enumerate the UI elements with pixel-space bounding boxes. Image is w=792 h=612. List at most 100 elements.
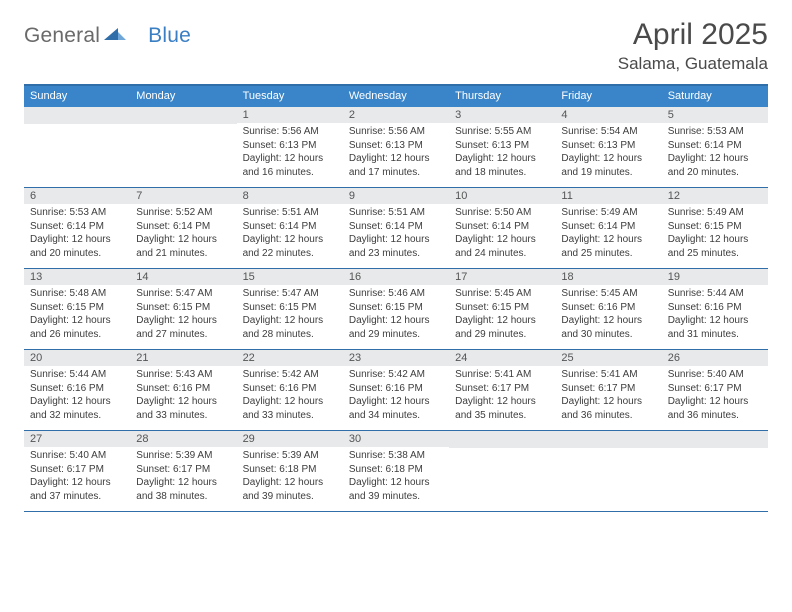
day-number: 19 [662, 269, 768, 285]
weekday-header: Sunday [24, 86, 130, 107]
sunset-text: Sunset: 6:14 PM [30, 220, 124, 234]
sunrise-text: Sunrise: 5:46 AM [349, 287, 443, 301]
daylight-text: Daylight: 12 hours and 25 minutes. [561, 233, 655, 260]
title-block: April 2025 Salama, Guatemala [618, 18, 768, 74]
weekday-header-row: Sunday Monday Tuesday Wednesday Thursday… [24, 86, 768, 107]
day-cell: 22Sunrise: 5:42 AMSunset: 6:16 PMDayligh… [237, 350, 343, 430]
daylight-text: Daylight: 12 hours and 26 minutes. [30, 314, 124, 341]
day-details: Sunrise: 5:45 AMSunset: 6:16 PMDaylight:… [555, 285, 661, 345]
sunset-text: Sunset: 6:17 PM [455, 382, 549, 396]
sunrise-text: Sunrise: 5:50 AM [455, 206, 549, 220]
weeks-container: 1Sunrise: 5:56 AMSunset: 6:13 PMDaylight… [24, 107, 768, 512]
week-row: 6Sunrise: 5:53 AMSunset: 6:14 PMDaylight… [24, 188, 768, 269]
sunrise-text: Sunrise: 5:45 AM [455, 287, 549, 301]
day-number: 2 [343, 107, 449, 123]
day-number: 1 [237, 107, 343, 123]
daylight-text: Daylight: 12 hours and 35 minutes. [455, 395, 549, 422]
day-number [555, 431, 661, 448]
day-details: Sunrise: 5:51 AMSunset: 6:14 PMDaylight:… [237, 204, 343, 264]
sunrise-text: Sunrise: 5:39 AM [243, 449, 337, 463]
day-number: 29 [237, 431, 343, 447]
sunrise-text: Sunrise: 5:43 AM [136, 368, 230, 382]
daylight-text: Daylight: 12 hours and 21 minutes. [136, 233, 230, 260]
day-number: 15 [237, 269, 343, 285]
day-details: Sunrise: 5:40 AMSunset: 6:17 PMDaylight:… [662, 366, 768, 426]
day-cell: 29 Sunrise: 5:39 AMSunset: 6:18 PMDayligh… [237, 431, 343, 511]
day-number: 16 [343, 269, 449, 285]
day-cell: 12Sunrise: 5:49 AMSunset: 6:15 PMDayligh… [662, 188, 768, 268]
day-number: 12 [662, 188, 768, 204]
day-number: 27 [24, 431, 130, 447]
daylight-text: Daylight: 12 hours and 39 minutes. [243, 476, 337, 503]
sunrise-text: Sunrise: 5:47 AM [243, 287, 337, 301]
daylight-text: Daylight: 12 hours and 24 minutes. [455, 233, 549, 260]
day-cell [555, 431, 661, 511]
day-cell: 27Sunrise: 5:40 AMSunset: 6:17 PMDayligh… [24, 431, 130, 511]
day-number: 3 [449, 107, 555, 123]
location: Salama, Guatemala [618, 54, 768, 74]
sunset-text: Sunset: 6:17 PM [668, 382, 762, 396]
sunset-text: Sunset: 6:15 PM [455, 301, 549, 315]
sunset-text: Sunset: 6:17 PM [561, 382, 655, 396]
day-details: Sunrise: 5:47 AMSunset: 6:15 PMDaylight:… [130, 285, 236, 345]
daylight-text: Daylight: 12 hours and 32 minutes. [30, 395, 124, 422]
weekday-header: Saturday [662, 86, 768, 107]
day-number: 26 [662, 350, 768, 366]
sunrise-text: Sunrise: 5:54 AM [561, 125, 655, 139]
day-details: Sunrise: 5:53 AMSunset: 6:14 PMDaylight:… [662, 123, 768, 183]
daylight-text: Daylight: 12 hours and 29 minutes. [349, 314, 443, 341]
day-number: 7 [130, 188, 236, 204]
daylight-text: Daylight: 12 hours and 33 minutes. [243, 395, 337, 422]
weekday-header: Monday [130, 86, 236, 107]
daylight-text: Daylight: 12 hours and 38 minutes. [136, 476, 230, 503]
day-cell: 3Sunrise: 5:55 AMSunset: 6:13 PMDaylight… [449, 107, 555, 187]
sunset-text: Sunset: 6:14 PM [243, 220, 337, 234]
day-details: Sunrise: 5:56 AMSunset: 6:13 PMDaylight:… [237, 123, 343, 183]
sunset-text: Sunset: 6:14 PM [349, 220, 443, 234]
sunset-text: Sunset: 6:13 PM [561, 139, 655, 153]
sunrise-text: Sunrise: 5:40 AM [30, 449, 124, 463]
sunset-text: Sunset: 6:18 PM [349, 463, 443, 477]
day-details: Sunrise: 5:56 AMSunset: 6:13 PMDaylight:… [343, 123, 449, 183]
day-number [662, 431, 768, 448]
day-details: Sunrise: 5:51 AMSunset: 6:14 PMDaylight:… [343, 204, 449, 264]
day-details: Sunrise: 5:54 AMSunset: 6:13 PMDaylight:… [555, 123, 661, 183]
day-number: 5 [662, 107, 768, 123]
day-number: 25 [555, 350, 661, 366]
day-number: 11 [555, 188, 661, 204]
sunset-text: Sunset: 6:16 PM [136, 382, 230, 396]
daylight-text: Daylight: 12 hours and 18 minutes. [455, 152, 549, 179]
brand-logo: General Blue [24, 18, 191, 48]
day-details: Sunrise: 5:46 AMSunset: 6:15 PMDaylight:… [343, 285, 449, 345]
day-number: 28 [130, 431, 236, 447]
day-number: 18 [555, 269, 661, 285]
day-number: 21 [130, 350, 236, 366]
day-details: Sunrise: 5:40 AMSunset: 6:17 PMDaylight:… [24, 447, 130, 507]
sunset-text: Sunset: 6:18 PM [243, 463, 337, 477]
daylight-text: Daylight: 12 hours and 29 minutes. [455, 314, 549, 341]
brand-part1: General [24, 24, 100, 48]
day-details: Sunrise: 5:49 AMSunset: 6:15 PMDaylight:… [662, 204, 768, 264]
day-cell: 30Sunrise: 5:38 AMSunset: 6:18 PMDayligh… [343, 431, 449, 511]
sunset-text: Sunset: 6:14 PM [561, 220, 655, 234]
week-row: 1Sunrise: 5:56 AMSunset: 6:13 PMDaylight… [24, 107, 768, 188]
day-number: 17 [449, 269, 555, 285]
day-details: Sunrise: 5:52 AMSunset: 6:14 PMDaylight:… [130, 204, 236, 264]
weekday-header: Tuesday [237, 86, 343, 107]
day-cell: 16Sunrise: 5:46 AMSunset: 6:15 PMDayligh… [343, 269, 449, 349]
day-cell: 25Sunrise: 5:41 AMSunset: 6:17 PMDayligh… [555, 350, 661, 430]
sunrise-text: Sunrise: 5:47 AM [136, 287, 230, 301]
day-cell: 13Sunrise: 5:48 AMSunset: 6:15 PMDayligh… [24, 269, 130, 349]
day-details: Sunrise: 5:38 AMSunset: 6:18 PMDaylight:… [343, 447, 449, 507]
day-cell: 6Sunrise: 5:53 AMSunset: 6:14 PMDaylight… [24, 188, 130, 268]
day-details: Sunrise: 5:47 AMSunset: 6:15 PMDaylight:… [237, 285, 343, 345]
day-cell [130, 107, 236, 187]
day-number: 24 [449, 350, 555, 366]
daylight-text: Daylight: 12 hours and 22 minutes. [243, 233, 337, 260]
sunset-text: Sunset: 6:14 PM [668, 139, 762, 153]
daylight-text: Daylight: 12 hours and 16 minutes. [243, 152, 337, 179]
day-number [24, 107, 130, 124]
day-number: 23 [343, 350, 449, 366]
day-cell: 14Sunrise: 5:47 AMSunset: 6:15 PMDayligh… [130, 269, 236, 349]
header: General Blue April 2025 Salama, Guatemal… [24, 18, 768, 74]
